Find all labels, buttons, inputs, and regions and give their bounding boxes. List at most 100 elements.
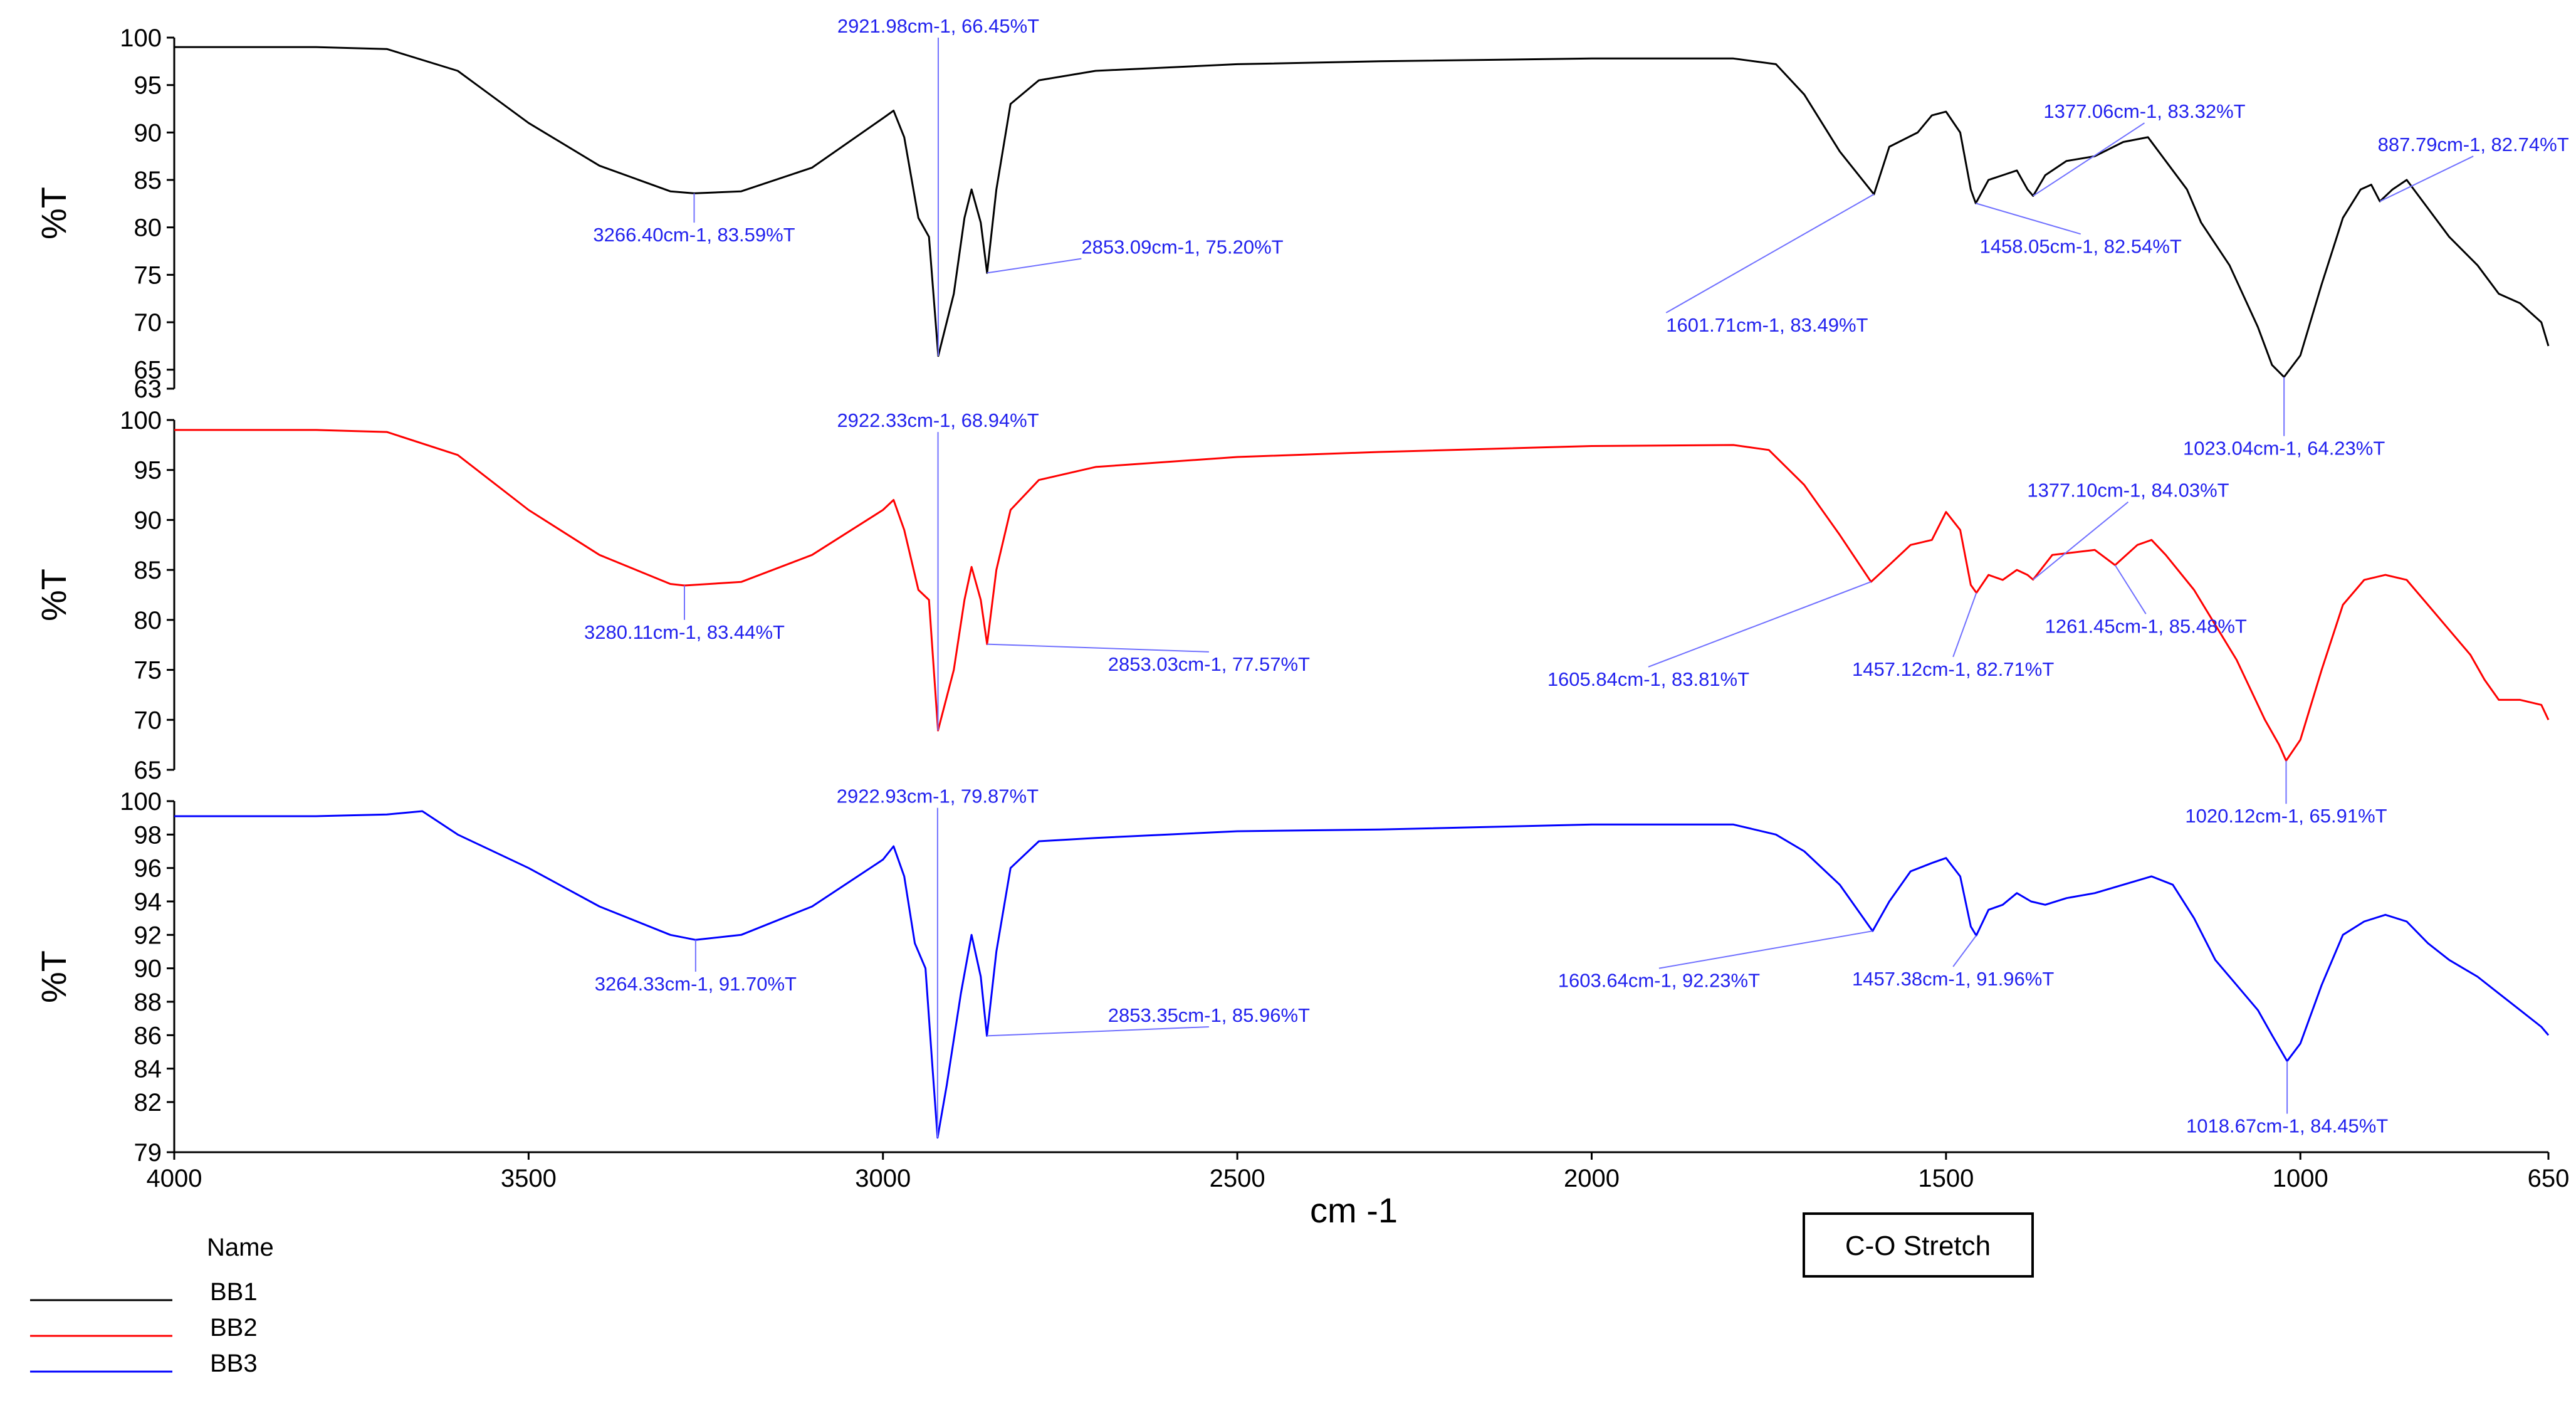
- peak-label: 887.79cm-1, 82.74%T: [2378, 134, 2569, 155]
- peak-annotation: 2922.33cm-1, 68.94%T: [837, 409, 1039, 731]
- peak-annotation: 1377.10cm-1, 84.03%T: [2027, 480, 2229, 580]
- peak-label: 1018.67cm-1, 84.45%T: [2186, 1115, 2388, 1137]
- peak-label: 2853.03cm-1, 77.57%T: [1108, 653, 1310, 675]
- y-tick-label: 82: [134, 1089, 162, 1116]
- y-tick-label: 85: [134, 557, 162, 584]
- c-o-stretch-box: C-O Stretch: [1803, 1212, 2034, 1278]
- peak-leader-line: [2033, 122, 2145, 197]
- series-line-bb1: [174, 46, 2550, 378]
- peak-label: 1020.12cm-1, 65.91%T: [2185, 805, 2387, 827]
- y-tick-label: 98: [134, 821, 162, 849]
- peak-label: 1603.64cm-1, 92.23%T: [1558, 970, 1760, 992]
- peak-label: 2922.33cm-1, 68.94%T: [837, 409, 1039, 431]
- peak-leader-line: [2379, 155, 2474, 202]
- peak-label: 2853.35cm-1, 85.96%T: [1108, 1004, 1310, 1026]
- series-line-bb3: [174, 810, 2550, 1139]
- peak-label: 2853.09cm-1, 75.20%T: [1081, 236, 1283, 258]
- y-tick-label: 70: [134, 706, 162, 734]
- peak-annotation: 887.79cm-1, 82.74%T: [2378, 134, 2569, 202]
- peak-label: 3264.33cm-1, 91.70%T: [595, 973, 797, 995]
- y-tick-label: 88: [134, 989, 162, 1016]
- peak-label: 1605.84cm-1, 83.81%T: [1547, 668, 1749, 690]
- y-tick-label: 86: [134, 1022, 162, 1049]
- peak-label: 1457.12cm-1, 82.71%T: [1852, 658, 2054, 680]
- x-axis: cm -1 4000 3500 3000 2500 2000 1500 1000 650: [147, 1151, 2570, 1230]
- peak-annotation: 1377.06cm-1, 83.32%T: [2033, 100, 2246, 197]
- peak-leader-line: [1952, 935, 1977, 967]
- y-tick-label: 100: [120, 788, 162, 816]
- series-line-bb2: [174, 429, 2550, 762]
- y-tick-label: 95: [134, 457, 162, 485]
- legend-entry-bb2: BB2: [30, 1314, 258, 1342]
- legend-label: BB2: [210, 1314, 258, 1342]
- y-tick-label: 80: [134, 214, 162, 242]
- panel-bb2: 100 95 90 85 80 75 70 65 %T 3280.11cm-1, 83.44%T 2…: [34, 407, 2550, 827]
- peak-annotation: 1457.38cm-1, 91.96%T: [1852, 935, 2054, 990]
- peak-leader-line: [1952, 592, 1977, 658]
- y-tick-label: 90: [134, 119, 162, 147]
- legend-title: Name: [207, 1234, 274, 1261]
- x-tick-label: 4000: [147, 1165, 202, 1192]
- peak-label: 1377.10cm-1, 84.03%T: [2027, 480, 2229, 502]
- y-tick-label: 70: [134, 309, 162, 337]
- peak-annotation: 2922.93cm-1, 79.87%T: [837, 785, 1039, 1138]
- legend-label: BB3: [210, 1350, 258, 1377]
- peak-leader-line: [987, 643, 1209, 653]
- peak-annotation: 3266.40cm-1, 83.59%T: [593, 193, 795, 246]
- peak-annotation: 1020.12cm-1, 65.91%T: [2185, 760, 2387, 827]
- peak-annotation: 1457.12cm-1, 82.71%T: [1852, 592, 2054, 680]
- peak-label: 1377.06cm-1, 83.32%T: [2043, 100, 2245, 122]
- x-tick-label: 3500: [501, 1165, 557, 1192]
- peak-leader-line: [2033, 501, 2129, 580]
- x-tick-label: 650: [2528, 1165, 2570, 1192]
- peak-label: 2922.93cm-1, 79.87%T: [837, 785, 1039, 807]
- y-tick-label: 90: [134, 507, 162, 534]
- peak-label: 1023.04cm-1, 64.23%T: [2183, 438, 2385, 460]
- x-tick-label: 1000: [2273, 1165, 2328, 1192]
- peak-annotation: 1023.04cm-1, 64.23%T: [2183, 377, 2385, 460]
- y-axis-label: %T: [34, 950, 73, 1003]
- y-tick-label: 75: [134, 261, 162, 289]
- y-tick-label: 94: [134, 888, 162, 916]
- y-tick-label: 100: [120, 24, 162, 52]
- peak-annotation: 2921.98cm-1, 66.45%T: [837, 15, 1039, 356]
- peak-annotation: 3280.11cm-1, 83.44%T: [584, 586, 785, 643]
- y-tick-label: 95: [134, 72, 162, 100]
- peak-annotation: 1605.84cm-1, 83.81%T: [1547, 581, 1872, 690]
- y-tick-label: 90: [134, 955, 162, 983]
- peak-label: 2921.98cm-1, 66.45%T: [837, 15, 1039, 37]
- x-tick-label: 2500: [1210, 1165, 1265, 1192]
- peak-label: 3266.40cm-1, 83.59%T: [593, 224, 795, 246]
- peak-annotation: 1458.05cm-1, 82.54%T: [1976, 202, 2182, 257]
- c-o-stretch-label: C-O Stretch: [1845, 1231, 1991, 1261]
- y-tick-label: 96: [134, 855, 162, 883]
- peak-leader-line: [987, 1026, 1209, 1037]
- peak-leader-line: [2114, 564, 2147, 614]
- peak-leader-line: [1665, 194, 1875, 313]
- peak-label: 1458.05cm-1, 82.54%T: [1980, 235, 2182, 257]
- y-tick-label: 85: [134, 167, 162, 194]
- legend-label: BB1: [210, 1278, 258, 1306]
- y-tick-label: 63: [134, 376, 162, 403]
- legend-entry-bb1: BB1: [30, 1278, 258, 1306]
- panel-bb3: 100 98 96 94 92 90 88 86 84 82 79 %T 3264.33cm-1, 91…: [34, 785, 2550, 1167]
- x-tick-label: 1500: [1918, 1165, 1974, 1192]
- peak-leader-line: [1976, 202, 2081, 235]
- legend-entries: BB1 BB2 BB3: [30, 1278, 258, 1377]
- peak-leader-line: [1648, 581, 1872, 668]
- y-axis-label: %T: [34, 569, 73, 621]
- peak-label: 1457.38cm-1, 91.96%T: [1852, 968, 2054, 990]
- peak-annotation: 1603.64cm-1, 92.23%T: [1558, 930, 1873, 992]
- y-tick-label: 100: [120, 407, 162, 434]
- y-axis-label: %T: [34, 187, 73, 239]
- y-tick-label: 80: [134, 607, 162, 634]
- x-tick-label: 3000: [855, 1165, 911, 1192]
- y-tick-label: 75: [134, 657, 162, 685]
- peak-label: 1261.45cm-1, 85.48%T: [2045, 615, 2247, 637]
- x-tick-label: 2000: [1564, 1165, 1620, 1192]
- peak-annotation: 2853.03cm-1, 77.57%T: [987, 643, 1310, 675]
- peak-leader-line: [1658, 930, 1873, 969]
